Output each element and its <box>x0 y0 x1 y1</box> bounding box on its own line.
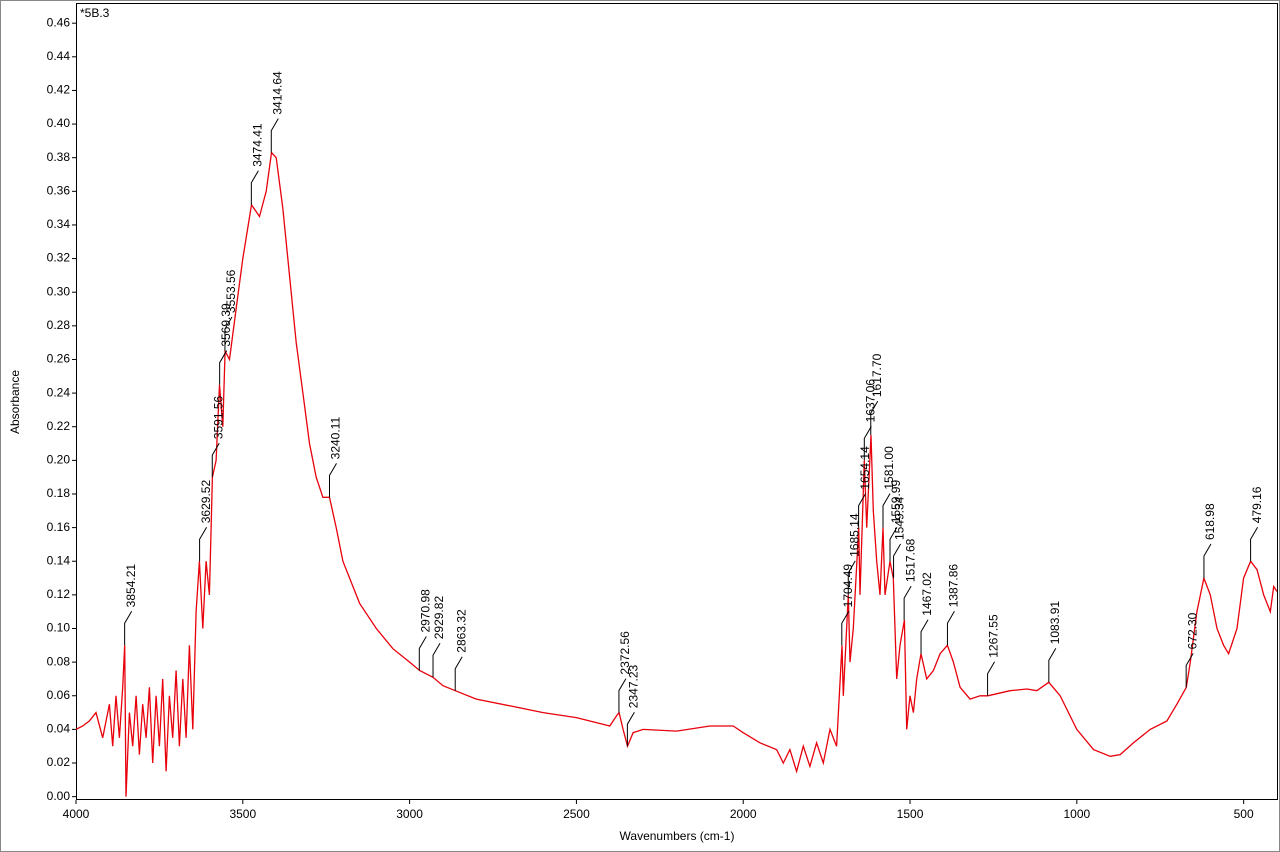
plot-border <box>76 3 1278 800</box>
peak-leader <box>847 560 856 595</box>
y-tick-label: 0.04 <box>47 722 71 736</box>
x-tick-label: 2000 <box>730 807 757 821</box>
spectrum-line <box>76 151 1277 797</box>
peak-leader <box>1203 543 1212 579</box>
peak-leader <box>418 636 427 671</box>
y-tick-label: 0.14 <box>47 553 71 567</box>
peak-label: 1637.06 <box>863 379 877 423</box>
peak-leader <box>893 543 901 579</box>
peak-label: 1654.14 <box>858 446 872 490</box>
y-tick-label: 0.18 <box>47 486 71 500</box>
peak-leader <box>1048 648 1057 683</box>
peak-label: 2372.56 <box>618 631 632 675</box>
x-tick-label: 500 <box>1234 807 1254 821</box>
peak-label: 3854.21 <box>124 564 138 608</box>
peak-label: 3591.56 <box>211 395 225 439</box>
peak-label: 1685.14 <box>847 513 861 557</box>
x-tick-label: 4000 <box>63 807 90 821</box>
peak-leader <box>920 619 929 654</box>
peak-label: 1083.91 <box>1048 601 1062 645</box>
peak-leader <box>987 661 996 696</box>
peak-leader <box>889 526 898 562</box>
peak-leader <box>870 400 879 436</box>
peak-leader <box>841 611 850 646</box>
peak-leader <box>211 442 220 478</box>
peak-leader <box>1185 653 1194 688</box>
y-tick-label: 0.08 <box>47 654 71 668</box>
peak-leader <box>863 426 872 461</box>
y-tick-label: 0.10 <box>47 621 71 635</box>
peak-leader <box>882 493 891 528</box>
sample-label: *5B.3 <box>80 6 110 20</box>
y-tick-label: 0.02 <box>47 755 71 769</box>
peak-label: 2929.82 <box>432 596 446 640</box>
peak-leader <box>224 316 233 352</box>
y-tick-label: 0.16 <box>47 520 71 534</box>
x-tick-label: 2500 <box>563 807 590 821</box>
peak-label: 618.98 <box>1203 503 1217 540</box>
peak-label: 1267.55 <box>987 614 1001 658</box>
y-tick-label: 0.30 <box>47 284 71 298</box>
peak-label: 3240.11 <box>329 417 343 460</box>
y-tick-label: 0.22 <box>47 419 71 433</box>
x-tick-label: 3500 <box>229 807 256 821</box>
x-axis-label: Wavenumbers (cm-1) <box>620 829 735 843</box>
peak-label: 3474.41 <box>251 123 265 167</box>
peak-label: 1617.70 <box>870 353 884 397</box>
y-tick-label: 0.26 <box>47 352 71 366</box>
y-tick-label: 0.40 <box>47 116 71 130</box>
peak-label: 1559.99 <box>889 480 903 524</box>
y-tick-label: 0.24 <box>47 385 71 399</box>
peak-label: 479.16 <box>1250 486 1264 523</box>
peak-label: 1549.34 <box>893 496 907 540</box>
peak-leader <box>946 611 955 646</box>
peak-leader <box>124 611 133 646</box>
peak-label: 1517.68 <box>903 538 917 582</box>
peak-leader <box>618 678 627 713</box>
peak-label: 3414.64 <box>270 71 284 115</box>
y-tick-label: 0.06 <box>47 688 71 702</box>
peak-leader <box>250 170 259 205</box>
peak-label: 3553.56 <box>224 269 238 313</box>
y-tick-label: 0.32 <box>47 251 71 265</box>
y-tick-label: 0.38 <box>47 150 71 164</box>
y-tick-label: 0.00 <box>47 789 71 803</box>
peak-label: 2970.98 <box>418 589 432 633</box>
peak-label: 3569.39 <box>219 303 233 347</box>
y-tick-label: 0.28 <box>47 318 71 332</box>
y-tick-label: 0.36 <box>47 183 71 197</box>
y-tick-label: 0.44 <box>47 49 71 63</box>
peak-label: 2347.23 <box>627 664 641 708</box>
y-tick-label: 0.12 <box>47 587 71 601</box>
peak-leader <box>329 463 337 498</box>
y-axis-label: Absorbance <box>8 370 22 434</box>
peak-label: 1581.00 <box>882 446 896 490</box>
peak-leader <box>270 118 279 153</box>
y-tick-label: 0.34 <box>47 217 71 231</box>
peak-leader <box>903 585 912 621</box>
peak-leader <box>432 643 441 678</box>
peak-leader <box>858 493 867 528</box>
y-tick-label: 0.42 <box>47 83 71 97</box>
peak-leader <box>219 350 228 385</box>
peak-leader <box>1250 526 1259 562</box>
x-tick-label: 1500 <box>897 807 924 821</box>
peak-leader <box>454 656 463 691</box>
x-tick-label: 1000 <box>1063 807 1090 821</box>
peak-label: 3629.52 <box>199 480 213 524</box>
y-tick-label: 0.46 <box>47 15 71 29</box>
y-tick-label: 0.20 <box>47 453 71 467</box>
peak-leader <box>199 526 208 562</box>
x-tick-label: 3000 <box>396 807 423 821</box>
peak-label: 672.30 <box>1185 612 1199 649</box>
peak-leader <box>626 711 635 747</box>
peak-label: 2863.32 <box>454 609 468 653</box>
peak-label: 1467.02 <box>920 572 934 616</box>
peak-label: 1387.86 <box>947 564 961 608</box>
